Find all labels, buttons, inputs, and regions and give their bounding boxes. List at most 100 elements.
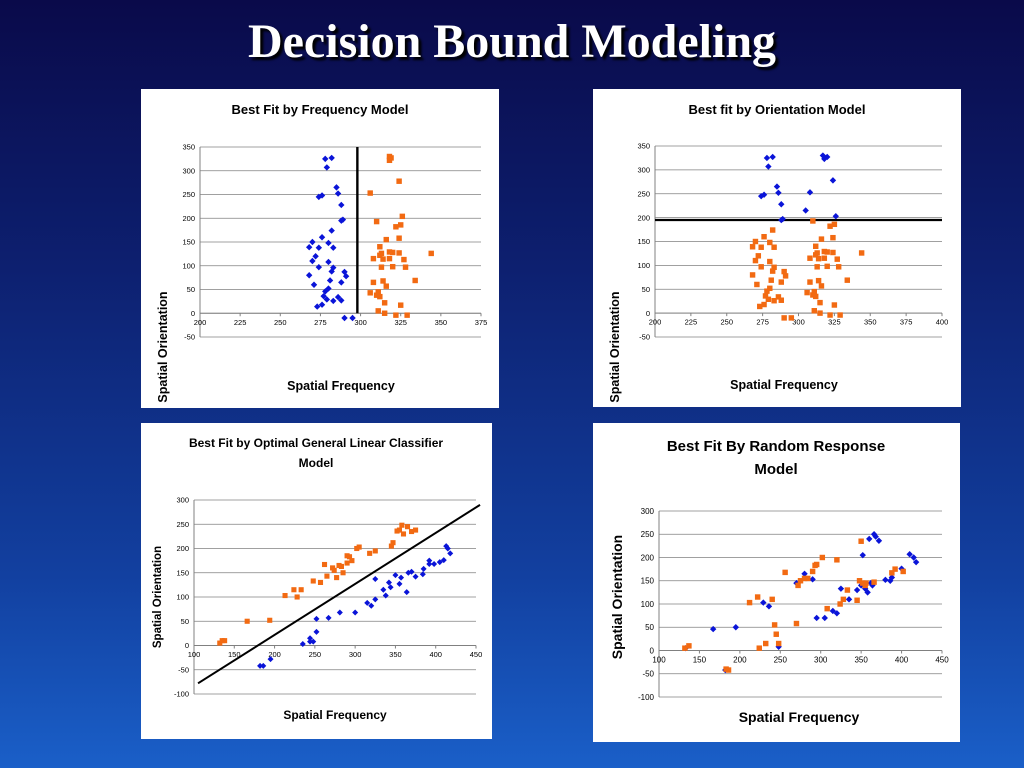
data-point-diamond — [328, 227, 335, 234]
data-point-diamond — [870, 531, 878, 538]
data-point-square — [830, 249, 836, 256]
data-point-square — [390, 540, 396, 546]
data-point-square — [396, 235, 402, 241]
data-point-diamond — [315, 244, 323, 251]
data-point-diamond — [760, 599, 767, 606]
data-point-square — [782, 273, 789, 279]
data-point-diamond — [338, 279, 345, 286]
data-point-square — [817, 310, 823, 316]
data-point-square — [282, 592, 288, 599]
data-point-square — [804, 289, 810, 296]
y-tick-label: 350 — [182, 143, 195, 152]
data-point-square — [383, 283, 389, 289]
x-tick-label: 200 — [194, 318, 207, 327]
data-point-square — [356, 544, 362, 550]
data-point-square — [769, 596, 775, 603]
y-tick-label: 150 — [176, 568, 189, 577]
data-point-square — [773, 631, 779, 637]
data-point-square — [408, 528, 415, 535]
data-point-square — [809, 568, 816, 575]
x-tick-label: 100 — [652, 656, 666, 665]
data-point-square — [404, 312, 410, 318]
y-tick-label: 0 — [185, 641, 189, 650]
data-point-square — [373, 218, 380, 225]
data-point-diamond — [757, 192, 765, 200]
data-point-square — [761, 301, 767, 308]
data-point-diamond — [330, 244, 337, 251]
data-point-diamond — [310, 281, 318, 288]
data-point-square — [380, 278, 386, 284]
x-tick-label: 350 — [389, 650, 402, 659]
data-point-diamond — [338, 297, 345, 304]
x-tick-label: 375 — [475, 318, 488, 327]
data-point-diamond — [866, 535, 873, 543]
data-point-square — [767, 258, 773, 265]
y-tick-label: 150 — [637, 237, 650, 246]
data-point-square — [815, 277, 822, 284]
data-point-square — [752, 238, 759, 245]
data-point-square — [404, 524, 411, 530]
data-point-square — [298, 587, 304, 593]
y-tick-label: 150 — [641, 577, 655, 586]
data-point-square — [402, 264, 409, 270]
data-point-square — [768, 277, 774, 283]
chart-title: Best fit by Orientation Model — [689, 102, 866, 117]
data-point-square — [840, 596, 847, 603]
data-point-square — [813, 243, 819, 249]
data-point-square — [396, 527, 403, 533]
data-point-square — [725, 667, 732, 673]
data-point-diamond — [763, 154, 771, 162]
data-point-square — [863, 580, 869, 586]
data-point-square — [310, 578, 316, 584]
data-point-square — [338, 563, 344, 569]
data-point-diamond — [323, 164, 331, 171]
chart-panel-random-response-model: Best Fit By Random Response Model Spatia… — [593, 423, 960, 742]
data-point-square — [428, 250, 434, 257]
data-point-square — [757, 303, 763, 310]
data-point-square — [778, 297, 784, 303]
data-point-diamond — [338, 201, 345, 209]
data-point-diamond — [882, 576, 889, 584]
y-tick-label: 300 — [176, 496, 189, 505]
data-point-square — [801, 575, 808, 582]
chart-panel-frequency-model: Best Fit by Frequency Model Spatial Freq… — [141, 89, 499, 408]
series-a-points — [682, 531, 920, 674]
data-point-diamond — [305, 272, 313, 279]
y-tick-label: 100 — [637, 261, 650, 270]
data-point-square — [795, 582, 801, 589]
data-point-square — [818, 283, 825, 289]
y-tick-label: -100 — [174, 690, 189, 699]
data-point-diamond — [444, 545, 451, 552]
data-point-square — [814, 264, 820, 270]
data-point-square — [389, 249, 396, 256]
data-point-diamond — [326, 277, 334, 284]
data-point-diamond — [349, 314, 356, 322]
data-point-square — [797, 578, 804, 584]
data-point-square — [324, 573, 330, 579]
data-point-square — [813, 561, 820, 568]
chart-frequency-model: Best Fit by Frequency Model Spatial Freq… — [156, 102, 488, 403]
data-point-square — [761, 234, 767, 240]
data-point-square — [834, 557, 840, 563]
series-b-points — [367, 153, 434, 318]
data-point-square — [781, 315, 787, 321]
y-axis-label: Spatial Orientation — [609, 535, 625, 659]
data-point-square — [793, 620, 800, 627]
data-point-diamond — [314, 303, 321, 310]
data-point-square — [758, 244, 764, 250]
data-point-square — [837, 601, 843, 607]
data-point-square — [831, 302, 838, 308]
data-point-diamond — [382, 592, 389, 599]
data-point-square — [788, 315, 795, 321]
data-point-square — [749, 244, 756, 250]
x-tick-label: 200 — [649, 318, 662, 327]
data-point-square — [375, 289, 381, 295]
data-point-square — [244, 618, 250, 624]
data-point-diamond — [318, 301, 326, 308]
data-point-square — [775, 640, 782, 647]
data-point-square — [749, 272, 756, 278]
x-tick-label: 400 — [429, 650, 442, 659]
data-point-diamond — [299, 641, 306, 648]
data-point-diamond — [320, 292, 327, 300]
data-point-diamond — [765, 163, 772, 170]
